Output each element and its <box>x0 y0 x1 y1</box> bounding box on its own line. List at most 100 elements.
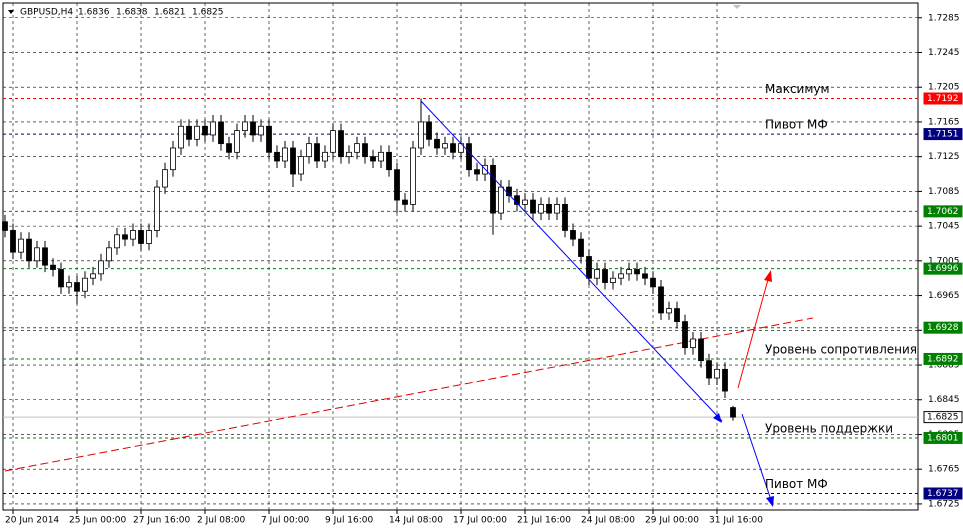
candle-body <box>170 147 176 171</box>
candle-body <box>626 269 632 275</box>
candle-body <box>218 121 224 145</box>
candle-body <box>642 273 648 279</box>
level-tag-label: 1.6892 <box>927 354 959 364</box>
candle-body <box>546 204 552 214</box>
up-arrow <box>737 275 770 389</box>
candle-body <box>66 282 72 288</box>
candle-body <box>490 164 496 214</box>
candle-body <box>530 199 536 214</box>
candle-body <box>522 199 528 205</box>
x-tick-label: 7 Jul 00:00 <box>261 516 310 526</box>
candle-body <box>674 308 680 323</box>
candle-body <box>602 269 608 283</box>
candle-body <box>306 143 312 158</box>
candle-body <box>450 143 456 153</box>
y-tick-label: 1.7205 <box>928 83 960 93</box>
level-tag <box>923 92 963 105</box>
candle-body <box>586 256 592 279</box>
candle-body <box>386 151 392 171</box>
level-tag-label: 1.6801 <box>927 433 959 443</box>
header-value: 1.6838 <box>116 8 148 18</box>
candle-body <box>122 234 128 240</box>
candle-body <box>282 147 288 162</box>
candle-body <box>402 199 408 205</box>
candle-body <box>394 169 400 201</box>
candle-body <box>162 169 168 188</box>
candle-body <box>74 282 80 292</box>
x-tick-label: 24 Jul 08:00 <box>581 516 635 526</box>
candle-body <box>418 121 424 149</box>
channel-line <box>420 100 723 422</box>
candle-body <box>442 143 448 149</box>
candle-body <box>706 360 712 379</box>
candle-body <box>610 277 616 283</box>
candle-body <box>434 138 440 149</box>
candle-body <box>242 121 248 132</box>
candle-body <box>594 269 600 279</box>
level-tag <box>923 431 963 444</box>
level-tag-label: 1.7192 <box>927 94 959 104</box>
candle-body <box>578 238 584 257</box>
candle-body <box>682 321 688 349</box>
candle-body <box>730 407 736 418</box>
x-tick-label: 9 Jul 16:00 <box>325 516 374 526</box>
candle-body <box>538 204 544 214</box>
level-tag <box>923 352 963 365</box>
y-tick-label: 1.6965 <box>928 291 960 301</box>
candle-body <box>570 230 576 240</box>
candle-body <box>378 151 384 162</box>
level-name: Максимум <box>765 82 830 96</box>
candle-body <box>474 169 480 175</box>
candle-body <box>634 269 640 275</box>
candle-body <box>50 264 56 270</box>
candle-body <box>186 125 192 140</box>
candle-body <box>354 143 360 153</box>
x-tick-label: 31 Jul 16:00 <box>709 516 763 526</box>
y-tick-label: 1.6765 <box>928 465 960 475</box>
level-tag-label: 1.6737 <box>927 489 959 499</box>
candle-body <box>234 130 240 153</box>
candle-body <box>82 277 88 292</box>
candle-body <box>714 368 720 379</box>
candle-body <box>650 277 656 288</box>
arrow-head <box>764 270 772 282</box>
candle-body <box>426 121 432 140</box>
candle-body <box>138 230 144 244</box>
header-value: 1.6836 <box>78 8 110 18</box>
candle-body <box>106 247 112 262</box>
y-tick-label: 1.6845 <box>928 395 960 405</box>
x-tick-label: 29 Jul 00:00 <box>645 516 699 526</box>
x-tick-label: 25 Jun 00:00 <box>69 516 126 526</box>
candle-body <box>290 147 296 175</box>
level-tag <box>923 205 963 218</box>
candle-body <box>466 143 472 171</box>
candle-body <box>314 143 320 162</box>
candles <box>2 98 736 421</box>
shift-marker <box>733 5 741 9</box>
candle-body <box>274 151 280 162</box>
y-tick-label: 1.7085 <box>928 187 960 197</box>
candle-body <box>2 221 8 231</box>
candle-body <box>154 186 160 231</box>
candle-body <box>202 125 208 136</box>
symbol: GBPUSD,H4 <box>20 8 73 18</box>
candle-body <box>130 230 136 240</box>
level-tag-label: 1.7151 <box>927 130 959 140</box>
y-tick-label: 1.7045 <box>928 222 960 232</box>
level-name: Пивот МФ <box>765 118 828 132</box>
candle-body <box>698 338 704 362</box>
candle-body <box>10 230 16 253</box>
grid <box>3 3 918 510</box>
candle-body <box>114 234 120 249</box>
x-tick-label: 21 Jul 16:00 <box>517 516 571 526</box>
y-tick-label: 1.7005 <box>928 256 960 266</box>
candle-body <box>210 121 216 136</box>
candle-body <box>258 125 264 136</box>
candle-body <box>98 260 104 275</box>
level-tag-label: 1.6928 <box>927 323 959 333</box>
candle-body <box>498 186 504 214</box>
candle-body <box>346 151 352 158</box>
level-tag <box>923 411 963 424</box>
candle-body <box>322 151 328 162</box>
